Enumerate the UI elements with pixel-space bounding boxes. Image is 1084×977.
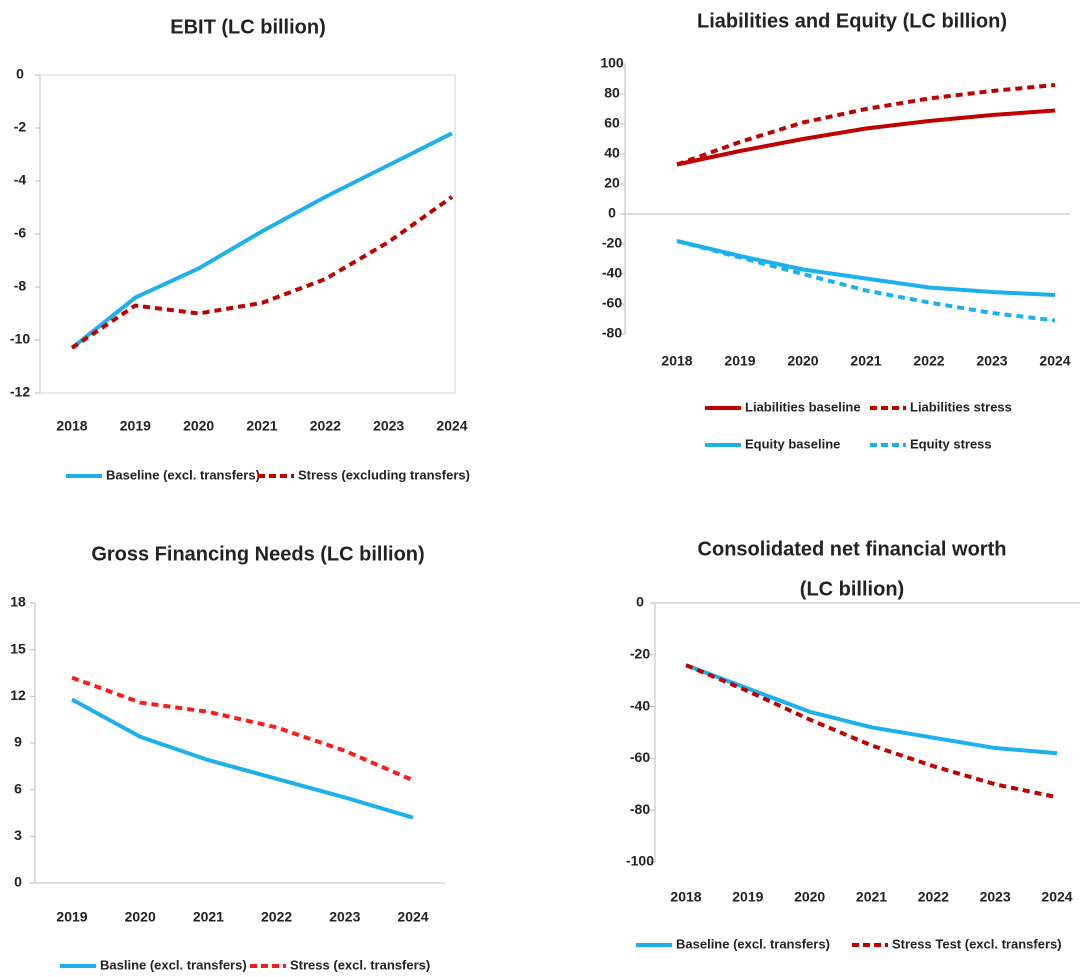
series-line	[676, 239, 1056, 297]
chart-title: EBIT (LC billion)	[170, 16, 326, 38]
legend-label: Baseline (excl. transfers)	[106, 467, 260, 482]
y-tick-label: -4	[14, 172, 27, 188]
x-tick-label: 2023	[980, 889, 1011, 905]
y-tick-label: -12	[10, 384, 30, 400]
series-line	[70, 195, 454, 350]
y-tick-label: 0	[14, 874, 22, 890]
series-line	[71, 697, 414, 820]
x-tick-label: 2023	[329, 909, 360, 925]
y-tick-label: 18	[10, 594, 26, 610]
x-tick-label: 2024	[1041, 889, 1072, 905]
y-tick-label: 40	[604, 145, 620, 161]
y-tick-label: -2	[14, 119, 27, 135]
chart-title: Gross Financing Needs (LC billion)	[91, 543, 424, 565]
y-tick-label: -20	[602, 235, 622, 251]
y-tick-label: -40	[602, 265, 622, 281]
x-tick-label: 2024	[1039, 353, 1070, 369]
plot-frame	[39, 74, 456, 394]
y-tick-label: 12	[10, 687, 26, 703]
x-tick-label: 2020	[125, 909, 156, 925]
series-line	[676, 108, 1056, 167]
x-tick-label: 2022	[261, 909, 292, 925]
x-tick-label: 2018	[670, 889, 701, 905]
x-tick-label: 2023	[373, 418, 404, 434]
y-tick-label: 80	[604, 85, 620, 101]
legend-label: Basline (excl. transfers)	[100, 957, 247, 972]
legend-label: Liabilities stress	[910, 399, 1012, 414]
x-tick-label: 2022	[913, 353, 944, 369]
legend-label: Stress (excl. transfers)	[290, 957, 430, 972]
series-line	[70, 131, 453, 350]
y-tick-label: 15	[10, 640, 26, 656]
y-tick-label: 0	[608, 205, 616, 221]
y-tick-label: -100	[626, 853, 654, 869]
chart-subtitle: (LC billion)	[800, 578, 904, 600]
x-tick-label: 2021	[850, 353, 881, 369]
x-tick-label: 2020	[183, 418, 214, 434]
x-tick-label: 2019	[724, 353, 755, 369]
x-tick-label: 2019	[732, 889, 763, 905]
legend-label: Equity baseline	[745, 436, 840, 451]
series-line	[71, 675, 414, 783]
y-tick-label: 6	[14, 780, 22, 796]
x-tick-label: 2021	[856, 889, 887, 905]
legend-label: Equity stress	[910, 436, 992, 451]
legend-label: Liabilities baseline	[745, 399, 861, 414]
x-tick-label: 2021	[246, 418, 277, 434]
y-tick-label: -8	[14, 278, 27, 294]
y-tick-label: 60	[604, 115, 620, 131]
x-tick-label: 2019	[120, 418, 151, 434]
legend-label: Baseline (excl. transfers)	[676, 936, 830, 951]
x-tick-label: 2020	[794, 889, 825, 905]
y-tick-label: -20	[630, 646, 650, 662]
y-tick-label: -10	[10, 331, 30, 347]
legend-label: Stress (excluding transfers)	[298, 467, 470, 482]
series-line	[676, 83, 1056, 167]
y-tick-label: 0	[636, 594, 644, 610]
x-tick-label: 2021	[193, 909, 224, 925]
y-tick-label: -80	[602, 325, 622, 341]
x-tick-label: 2024	[436, 418, 467, 434]
y-tick-label: -6	[14, 225, 27, 241]
legend-label: Stress Test (excl. transfers)	[892, 936, 1062, 951]
x-tick-label: 2022	[918, 889, 949, 905]
y-tick-label: -60	[602, 295, 622, 311]
chart-title: Consolidated net financial worth	[698, 538, 1007, 560]
series-line	[676, 239, 1056, 323]
y-tick-label: 100	[600, 55, 624, 71]
x-tick-label: 2018	[56, 418, 87, 434]
y-tick-label: 0	[16, 66, 24, 82]
chart-title: Liabilities and Equity (LC billion)	[697, 10, 1007, 32]
y-tick-label: 3	[14, 827, 22, 843]
y-tick-label: -40	[630, 697, 650, 713]
x-tick-label: 2018	[661, 353, 692, 369]
x-tick-label: 2020	[787, 353, 818, 369]
y-tick-label: -80	[630, 801, 650, 817]
x-tick-label: 2019	[56, 909, 87, 925]
series-line	[685, 663, 1058, 756]
x-tick-label: 2024	[397, 909, 428, 925]
y-tick-label: 20	[604, 175, 620, 191]
y-tick-label: 9	[14, 734, 22, 750]
x-tick-label: 2022	[310, 418, 341, 434]
x-tick-label: 2023	[976, 353, 1007, 369]
y-tick-label: -60	[630, 749, 650, 765]
